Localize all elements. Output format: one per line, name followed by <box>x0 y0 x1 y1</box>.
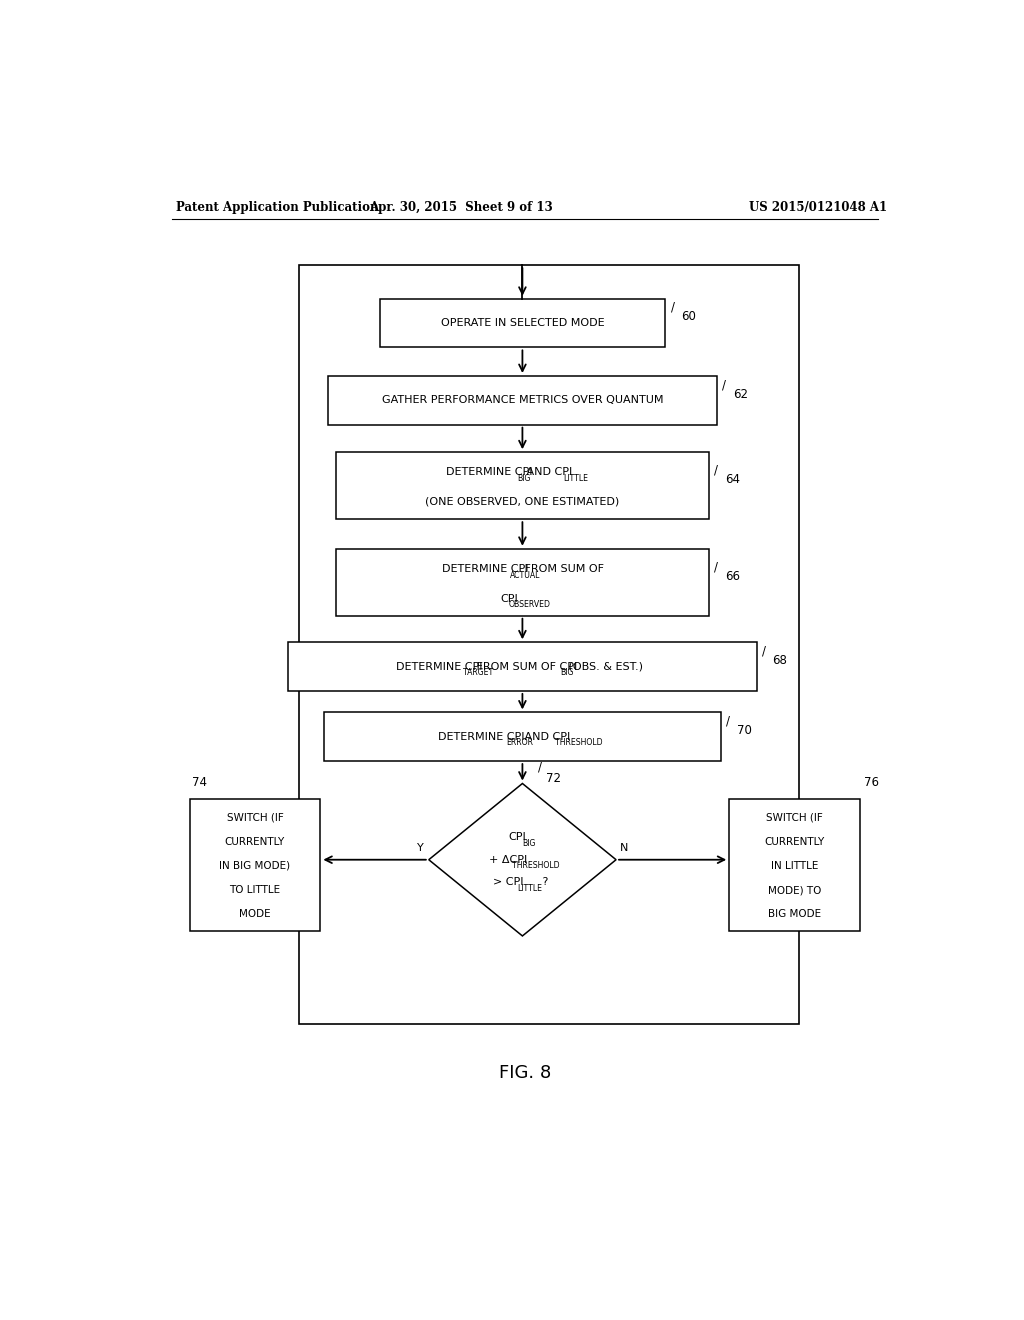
Text: BIG: BIG <box>517 474 531 483</box>
Text: OBSERVED: OBSERVED <box>508 601 550 609</box>
Text: GATHER PERFORMANCE METRICS OVER QUANTUM: GATHER PERFORMANCE METRICS OVER QUANTUM <box>382 395 664 405</box>
Text: CURRENTLY: CURRENTLY <box>765 837 824 847</box>
Bar <box>729 799 860 931</box>
Polygon shape <box>429 784 616 936</box>
Bar <box>189 799 321 931</box>
Text: CPI: CPI <box>509 833 526 842</box>
Text: ?: ? <box>539 876 548 887</box>
Text: (OBS. & EST.): (OBS. & EST.) <box>564 661 643 672</box>
Text: 70: 70 <box>736 725 752 737</box>
Text: TARGET: TARGET <box>463 668 494 677</box>
Text: /: / <box>722 378 726 391</box>
Text: SWITCH (IF: SWITCH (IF <box>766 813 823 822</box>
Text: + ΔCPI: + ΔCPI <box>488 855 527 865</box>
Text: 64: 64 <box>725 473 739 486</box>
Bar <box>324 713 721 762</box>
Text: Y: Y <box>418 842 424 853</box>
Text: FIG. 8: FIG. 8 <box>499 1064 551 1082</box>
Text: CURRENTLY: CURRENTLY <box>225 837 285 847</box>
Text: 66: 66 <box>725 570 739 582</box>
Text: AND CPI: AND CPI <box>521 731 570 742</box>
Bar <box>328 376 717 425</box>
Text: BIG: BIG <box>522 840 536 847</box>
Text: N: N <box>620 842 628 853</box>
Text: IN LITTLE: IN LITTLE <box>771 861 818 871</box>
Text: LITTLE: LITTLE <box>517 883 542 892</box>
Text: 74: 74 <box>191 776 207 788</box>
Text: 60: 60 <box>681 310 696 323</box>
Text: Patent Application Publication: Patent Application Publication <box>176 201 378 214</box>
Text: THRESHOLD: THRESHOLD <box>555 738 602 747</box>
Text: Apr. 30, 2015  Sheet 9 of 13: Apr. 30, 2015 Sheet 9 of 13 <box>370 201 553 214</box>
Text: DETERMINE CPI: DETERMINE CPI <box>446 467 532 478</box>
Text: /: / <box>726 714 730 727</box>
Bar <box>380 298 666 347</box>
Bar <box>299 265 799 1024</box>
Text: AND CPI: AND CPI <box>523 467 572 478</box>
Bar <box>289 643 757 690</box>
Text: /: / <box>715 560 719 573</box>
Text: ERROR: ERROR <box>506 738 532 747</box>
Text: LITTLE: LITTLE <box>563 474 588 483</box>
Text: THRESHOLD: THRESHOLD <box>512 862 560 870</box>
Text: DETERMINE CPI: DETERMINE CPI <box>438 731 524 742</box>
Text: SWITCH (IF: SWITCH (IF <box>226 813 284 822</box>
Text: TO LITTLE: TO LITTLE <box>229 884 281 895</box>
Bar <box>336 549 709 616</box>
Text: BIG MODE: BIG MODE <box>768 909 821 919</box>
Text: OPERATE IN SELECTED MODE: OPERATE IN SELECTED MODE <box>440 318 604 329</box>
Text: US 2015/0121048 A1: US 2015/0121048 A1 <box>750 201 888 214</box>
Text: 76: 76 <box>864 776 879 788</box>
Text: ACTUAL: ACTUAL <box>510 570 540 579</box>
Text: /: / <box>539 760 543 774</box>
Text: DETERMINE CPI: DETERMINE CPI <box>395 661 482 672</box>
Text: 62: 62 <box>733 388 748 401</box>
Text: IN BIG MODE): IN BIG MODE) <box>219 861 291 871</box>
Text: CPI: CPI <box>501 594 518 603</box>
Text: MODE: MODE <box>240 909 270 919</box>
Text: > CPI: > CPI <box>493 876 523 887</box>
Bar <box>336 453 709 519</box>
Text: (ONE OBSERVED, ONE ESTIMATED): (ONE OBSERVED, ONE ESTIMATED) <box>425 496 620 507</box>
Text: MODE) TO: MODE) TO <box>768 884 821 895</box>
Text: DETERMINE CPI: DETERMINE CPI <box>442 564 528 574</box>
Text: 68: 68 <box>772 653 787 667</box>
Text: FROM SUM OF CPI: FROM SUM OF CPI <box>473 661 578 672</box>
Text: /: / <box>762 644 766 657</box>
Text: /: / <box>715 463 719 477</box>
Text: BIG: BIG <box>560 668 573 677</box>
Text: FROM SUM OF: FROM SUM OF <box>520 564 603 574</box>
Text: /: / <box>671 301 675 314</box>
Text: 72: 72 <box>546 772 561 785</box>
